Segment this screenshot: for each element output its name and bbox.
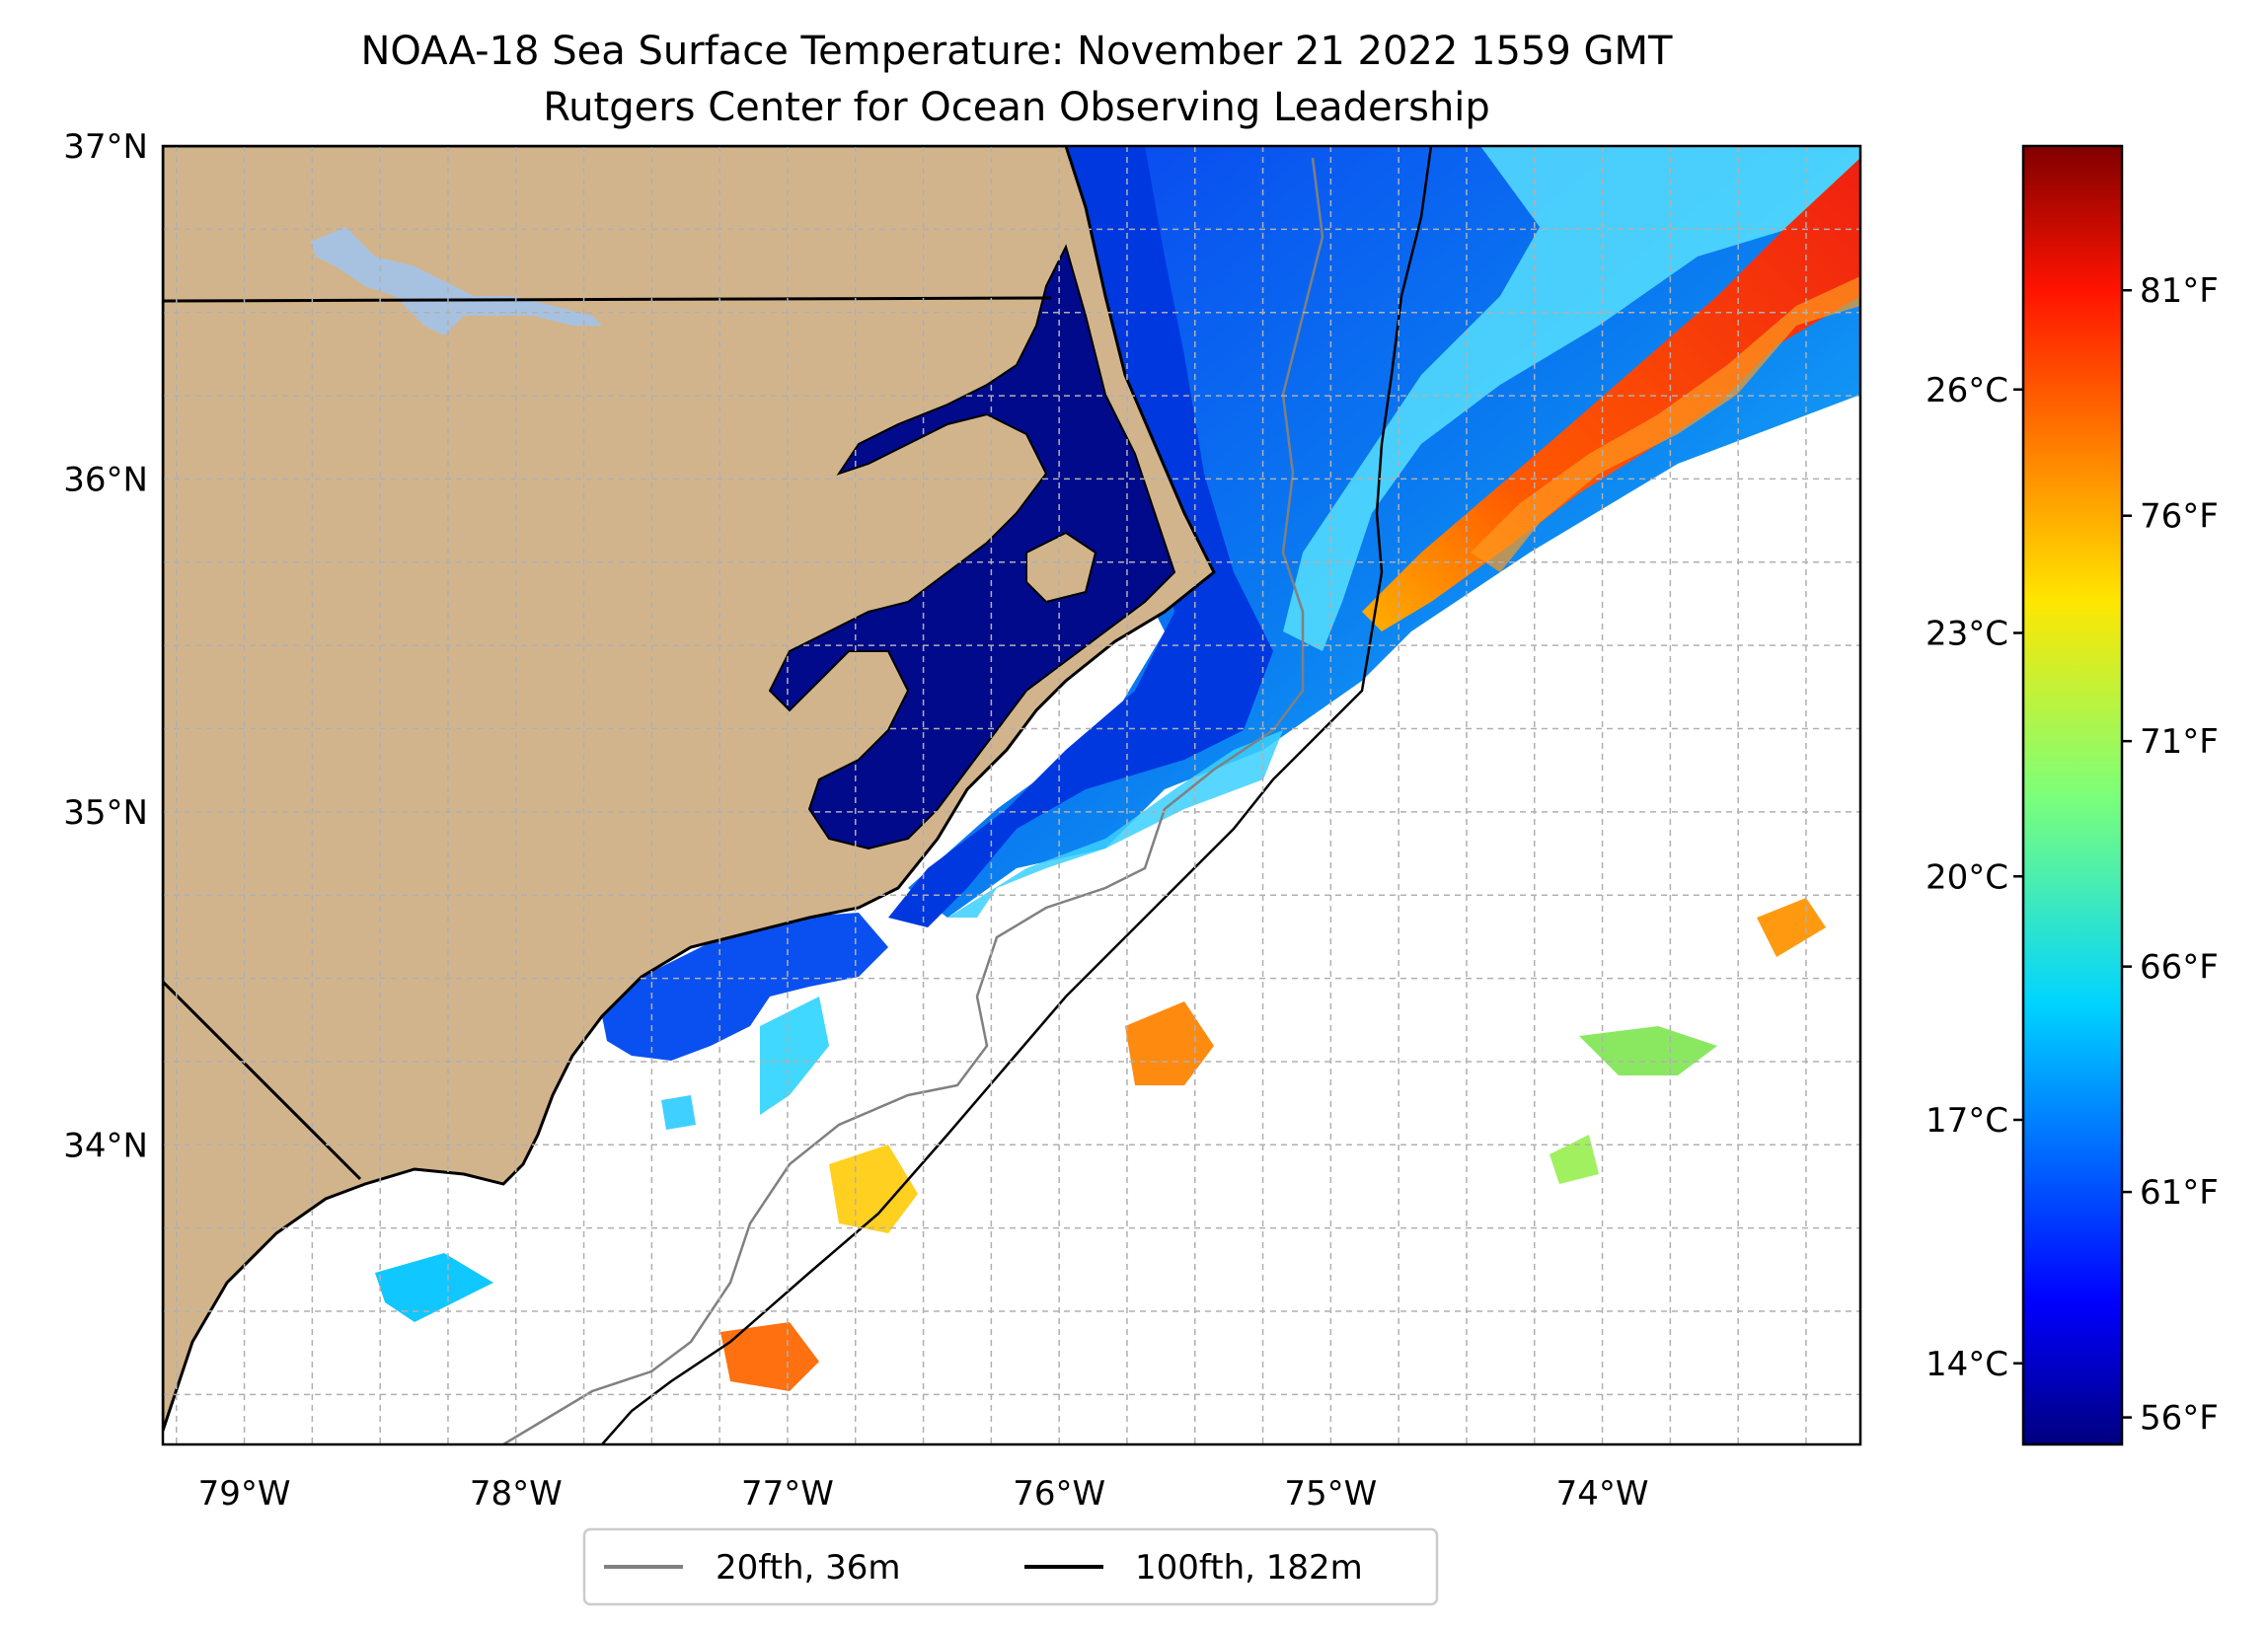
colorbar-celsius-label: 23°C [1926,615,2008,654]
colorbar: 14°C 17°C 20°C 23°C 26°C 56°F 61°F 66°F … [1926,144,2219,1446]
map-panel [163,146,1860,1444]
legend-label-100fth: 100fth, 182m [1135,1548,1363,1588]
colorbar-gradient [2021,144,2124,1446]
colorbar-fahrenheit-label: 61°F [2140,1173,2219,1213]
sst-patch-2 [1125,1001,1214,1085]
sst-cape-fear-plume [947,730,1283,918]
sst-patch-1 [760,997,829,1115]
land-mass [163,146,1216,1432]
legend-box [582,1527,1439,1606]
colorbar-fahrenheit-ticks: 56°F 61°F 66°F 71°F 76°F 81°F [2140,271,2219,1438]
nc-va-border [163,296,1052,303]
nc-sc-border [163,980,362,1181]
legend: 20fth, 36m 100fth, 182m [582,1527,1439,1606]
lat-tick-label: 34°N [63,1126,148,1165]
colorbar-celsius-label: 17°C [1926,1101,2008,1141]
colorbar-fahrenheit-label: 81°F [2140,271,2219,311]
sst-nearshore-shelf [888,146,1273,927]
colorbar-tick-marks [2013,288,2132,1419]
sst-cyan-filament [1283,146,1860,651]
sst-patch-5 [375,1253,493,1322]
lake-gaston [311,227,602,335]
sound-land-peninsula [1025,531,1097,604]
sst-patch-6 [1579,1026,1717,1075]
lat-tick-label: 37°N [63,127,148,167]
colorbar-fahrenheit-label: 76°F [2140,497,2219,537]
lat-tick-label: 36°N [63,460,148,499]
colorbar-celsius-label: 26°C [1926,371,2008,410]
colorbar-fahrenheit-label: 66°F [2140,948,2219,988]
lon-tick-label: 78°W [470,1474,563,1514]
map-frame [161,144,1862,1446]
colorbar-celsius-label: 20°C [1926,857,2008,897]
lon-tick-label: 74°W [1556,1474,1649,1514]
lon-tick-label: 76°W [1013,1474,1105,1514]
sst-patch-4 [720,1322,819,1391]
sst-gulf-stream-edge [1471,276,1860,572]
lon-tick-label: 79°W [198,1474,291,1514]
contour-20fth [502,157,1324,1444]
sst-patch-9 [661,1095,696,1130]
title-line-1: NOAA-18 Sea Surface Temperature: Novembe… [361,29,1674,74]
sst-gulf-stream [1362,158,1860,631]
lon-tick-label: 75°W [1284,1474,1377,1514]
sst-patch-8 [1550,1135,1599,1184]
lat-tick-labels: 34°N 35°N 36°N 37°N [63,127,148,1165]
sst-patch-3 [829,1145,918,1233]
lat-tick-label: 35°N [63,793,148,833]
colorbar-fahrenheit-label: 71°F [2140,722,2219,762]
colorbar-celsius-ticks: 14°C 17°C 20°C 23°C 26°C [1926,371,2008,1384]
contour-100fth [601,146,1433,1444]
gridlines [163,146,1860,1444]
pamlico-albemarle-sound [768,244,1176,850]
sst-patch-7 [1757,898,1826,957]
lon-tick-labels: 79°W 78°W 77°W 76°W 75°W 74°W [198,1474,1649,1514]
legend-label-20fth: 20fth, 36m [716,1548,901,1588]
colorbar-celsius-label: 14°C [1926,1345,2008,1384]
lon-tick-label: 77°W [741,1474,834,1514]
title-line-2: Rutgers Center for Ocean Observing Leade… [543,85,1490,130]
colorbar-fahrenheit-label: 56°F [2140,1399,2219,1439]
sst-onslow-bay [602,913,888,1061]
